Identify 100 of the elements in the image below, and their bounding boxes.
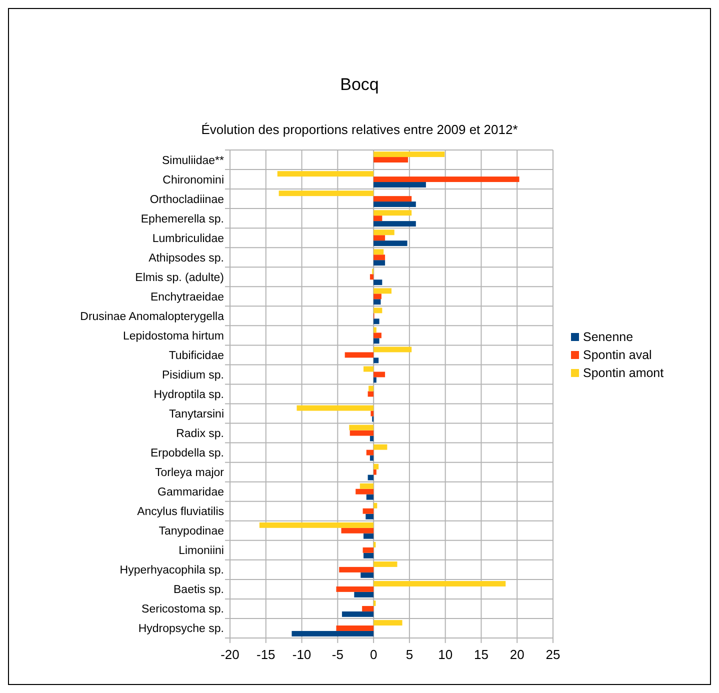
y-tick-label: Drusinae Anomalopterygella [80, 310, 225, 323]
bar [374, 338, 380, 344]
bar [374, 332, 382, 338]
bar [374, 469, 376, 475]
y-tick-label: Baetis sp. [174, 584, 224, 596]
bar [370, 436, 374, 442]
bar [374, 358, 379, 364]
bar [374, 210, 412, 216]
x-tick-label: -5 [332, 647, 344, 662]
y-tick-label: Simuliidae** [162, 154, 225, 167]
bar [374, 216, 382, 222]
bar [360, 572, 374, 578]
bar [374, 240, 408, 246]
bar [342, 611, 374, 617]
bar [259, 522, 374, 528]
y-tick-label: Hyperhyacophila sp. [120, 564, 224, 577]
bar [374, 620, 402, 626]
bar [349, 424, 374, 430]
bar [374, 372, 386, 378]
bar [370, 274, 374, 280]
bar [374, 502, 378, 508]
bar [366, 494, 374, 500]
y-tick-label: Elmis sp. (adulte) [135, 272, 224, 284]
bar [374, 294, 382, 300]
y-tick-label: Ephemerella sp. [140, 213, 224, 226]
bar [374, 202, 416, 207]
bar [374, 377, 376, 383]
legend-label: Spontin aval [583, 348, 652, 362]
bar [339, 566, 374, 572]
bar [374, 318, 380, 324]
bar [374, 288, 392, 294]
bar [374, 581, 506, 586]
x-tick-label: -15 [256, 647, 276, 662]
bar [356, 488, 374, 494]
bar [374, 260, 386, 266]
x-tick-label: 20 [510, 647, 524, 662]
y-tick-label: Lumbriculidae [152, 232, 224, 245]
bar [344, 352, 374, 358]
bar [374, 299, 381, 305]
legend-label: Senenne [583, 330, 634, 344]
bar [374, 157, 408, 162]
y-tick-label: Pisidium sp. [162, 369, 224, 382]
bar [278, 190, 374, 196]
bar [374, 561, 398, 567]
bar [374, 327, 376, 333]
bar [374, 254, 386, 260]
x-tick-label: -20 [220, 647, 240, 662]
bar [360, 483, 374, 489]
bar [374, 182, 426, 188]
bar [374, 152, 445, 158]
bar [366, 514, 374, 520]
x-tick-label: 0 [370, 647, 378, 662]
bar [366, 450, 374, 456]
y-tick-label: Hydroptila sp. [154, 389, 224, 401]
bar [374, 280, 382, 286]
y-tick-label: Tanytarsini [169, 408, 224, 421]
bar [374, 346, 412, 352]
y-tick-label: Lepidostoma hirtum [123, 330, 224, 342]
y-tick-label: Tanypodinae [158, 526, 224, 538]
bar [296, 405, 374, 411]
bar [374, 249, 384, 255]
x-tick-label: 25 [546, 647, 560, 662]
y-tick-label: Gammaridae [158, 486, 224, 499]
bar [368, 386, 374, 392]
bar [292, 630, 374, 636]
y-tick-label: Hydropsyche sp. [138, 623, 224, 636]
bar [374, 230, 394, 236]
bar [370, 455, 374, 461]
legend-label: Spontin amont [583, 366, 664, 380]
bar [350, 430, 374, 436]
y-tick-label: Torleya major [154, 467, 224, 480]
bar [336, 626, 374, 631]
bar [341, 528, 374, 534]
y-tick-label: Athipsodes sp. [148, 252, 224, 264]
y-tick-label: Tubificidae [168, 350, 224, 362]
chart-title: Bocq [340, 75, 379, 94]
bar [277, 171, 374, 177]
y-tick-label: Ancylus fluviatilis [137, 506, 224, 518]
bar [336, 586, 374, 592]
y-tick-label: Sericostoma sp. [142, 604, 224, 616]
bar [368, 474, 374, 480]
bar [354, 592, 374, 598]
bar [364, 552, 374, 558]
bar [374, 196, 412, 202]
y-tick-label: Limoniini [178, 545, 224, 558]
bar [374, 464, 379, 470]
bar [374, 176, 520, 182]
bar [364, 533, 374, 539]
bar [362, 547, 374, 553]
bar [362, 508, 374, 514]
x-tick-label: -10 [292, 647, 312, 662]
bar [370, 410, 374, 416]
bar [374, 308, 382, 314]
y-tick-label: Orthocladiinae [150, 194, 224, 206]
y-tick-label: Erpobdella sp. [150, 448, 224, 460]
chart-subtitle: Évolution des proportions relatives entre 2009 et 2012* [201, 122, 518, 137]
x-tick-label: 15 [474, 647, 488, 662]
bar [362, 606, 374, 612]
x-tick-label: 10 [438, 647, 453, 662]
y-tick-label: Chironomini [162, 174, 224, 186]
